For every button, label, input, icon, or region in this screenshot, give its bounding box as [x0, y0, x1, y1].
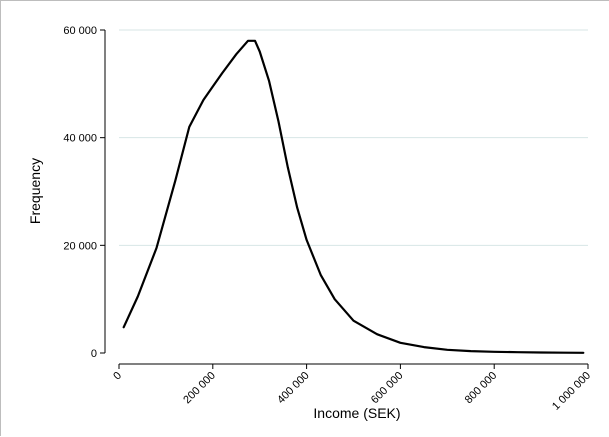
x-tick-label-1: 200 000: [181, 370, 218, 407]
y-tick-label-3: 60 000: [63, 25, 97, 37]
x-tick-label-5: 1 000 000: [550, 370, 593, 413]
axes: [100, 29, 589, 369]
y-tick-label-0: 0: [91, 348, 97, 360]
series-layer: [122, 39, 585, 354]
x-tick-label-3: 600 000: [369, 370, 406, 407]
y-tick-label-2: 40 000: [63, 133, 97, 145]
y-axis-title: Frequency: [27, 158, 43, 224]
gridlines: [119, 29, 588, 246]
x-axis-title: Income (SEK): [313, 405, 400, 421]
series-line-0: [122, 39, 585, 354]
tick-labels: 0 20 000 40 000 60 000 0 200 000 400 000 600 00…: [63, 25, 593, 413]
x-tick-label-4: 800 000: [463, 370, 500, 407]
y-tick-label-1: 20 000: [63, 240, 97, 252]
x-tick-label-0: 0: [111, 370, 124, 383]
x-tick-label-2: 400 000: [275, 370, 312, 407]
